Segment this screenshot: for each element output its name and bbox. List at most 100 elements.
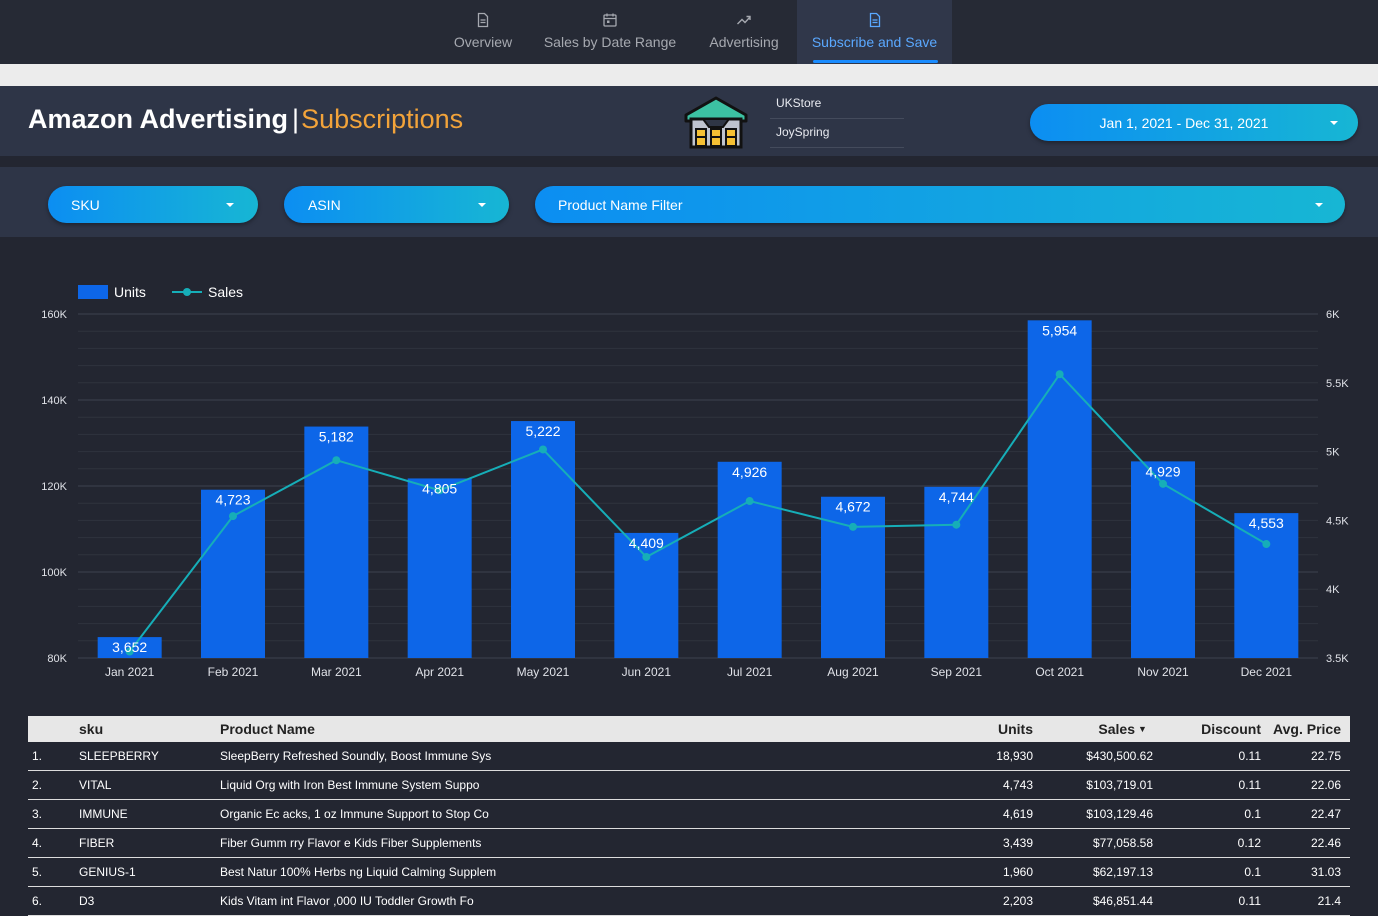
sales-line: [128, 372, 1267, 653]
x-axis-tick-label: Sep 2021: [931, 665, 983, 679]
x-axis-tick-label: Feb 2021: [208, 665, 259, 679]
sku-filter-dropdown[interactable]: SKU: [48, 186, 258, 223]
row-product-name: Fiber Gumm rry Flavor e Kids Fiber Suppl…: [220, 836, 482, 850]
units-data-label: 4,926: [732, 464, 767, 480]
row-sku: FIBER: [79, 836, 115, 850]
sales-point: [642, 552, 651, 561]
units-data-label: 4,723: [215, 492, 250, 508]
tab-advertising[interactable]: Advertising: [694, 0, 794, 64]
column-header-product-name[interactable]: Product Name: [220, 721, 315, 737]
row-discount: 0.11: [1238, 749, 1261, 763]
column-header-sales[interactable]: Sales: [1098, 721, 1135, 737]
row-units: 4,743: [1002, 778, 1033, 792]
row-avg-price: 22.06: [1310, 778, 1341, 792]
row-discount: 0.12: [1237, 836, 1261, 850]
sku-filter-label: SKU: [71, 196, 100, 213]
calendar-icon: [603, 13, 617, 27]
units-data-label: 4,553: [1249, 515, 1284, 531]
row-sku: D3: [79, 894, 95, 908]
sales-point: [745, 497, 754, 506]
table-body: 1. SLEEPBERRY SleepBerry Refreshed Soundly…: [28, 742, 1350, 916]
units-bar: [1131, 461, 1195, 658]
legend-sales-label: Sales: [208, 284, 243, 300]
sales-point: [849, 522, 857, 531]
row-product-name: Kids Vitam int Flavor ,000 IU Toddler Gr…: [220, 894, 474, 908]
x-axis-tick-label: Dec 2021: [1241, 665, 1293, 679]
units-data-label: 4,744: [939, 489, 974, 505]
x-axis-tick-label: Jan 2021: [105, 665, 155, 679]
table-row[interactable]: 4. FIBER Fiber Gumm rry Flavor e Kids Fibe…: [28, 829, 1350, 858]
x-axis-tick-label: Apr 2021: [415, 665, 464, 679]
date-range-picker[interactable]: Jan 1, 2021 - Dec 31, 2021: [1030, 104, 1358, 141]
sales-point: [1159, 479, 1167, 488]
units-data-label: 4,672: [835, 499, 870, 515]
x-axis-tick-label: Aug 2021: [827, 665, 879, 679]
active-tab-indicator: [813, 60, 938, 63]
units-bar: [924, 486, 989, 658]
row-discount: 0.11: [1238, 778, 1261, 792]
tab-overview[interactable]: Overview: [440, 0, 526, 64]
filter-bar: SKU ASIN Product Name Filter: [0, 167, 1378, 237]
chevron-down-icon: [1315, 202, 1323, 207]
document-icon: [477, 12, 489, 28]
units-bar: [511, 421, 575, 658]
column-header-discount[interactable]: Discount: [1201, 721, 1261, 737]
table-row[interactable]: 1. SLEEPBERRY SleepBerry Refreshed Soundly…: [28, 742, 1350, 771]
column-header-sku[interactable]: sku: [79, 721, 104, 737]
x-axis-tick-label: Jul 2021: [727, 665, 773, 679]
title-subtitle: Subscriptions: [301, 104, 464, 134]
separator-strip: [0, 64, 1378, 86]
units-sales-chart: 80K 100K 120K 140K 160K 3.5K 4K 4.5K 5K 5.5K 6K 3,6…: [0, 237, 1378, 707]
table-row[interactable]: 5. GENIUS-1 Best Natur 100% Herbs ng Liqui…: [28, 858, 1350, 887]
tab-subscribe-and-save[interactable]: Subscribe and Save: [797, 0, 952, 64]
report-header: Amazon Advertising |Subscriptions UKStore…: [0, 86, 1378, 156]
title-separator: |: [292, 104, 300, 134]
row-avg-price: 22.75: [1310, 749, 1341, 763]
units-data-label: 4,805: [422, 480, 457, 496]
left-axis-tick-label: 100K: [41, 567, 67, 579]
row-sales: $62,197.13: [1092, 865, 1153, 879]
units-data-label: 5,222: [525, 423, 560, 439]
units-bar: [407, 478, 472, 658]
row-index: 3.: [32, 807, 43, 821]
page-title: Amazon Advertising |Subscriptions: [28, 104, 463, 135]
left-axis-tick-label: 80K: [47, 653, 67, 665]
table-row[interactable]: 6. D3 Kids Vitam int Flavor ,000 IU Toddle…: [28, 887, 1350, 916]
table-row[interactable]: 2. VITAL Liquid Org with Iron Best Immune …: [28, 771, 1350, 800]
left-axis-tick-label: 120K: [41, 481, 67, 493]
legend-sales-marker: [183, 288, 191, 296]
right-axis-tick-label: 4.5K: [1326, 515, 1349, 527]
row-avg-price: 31.03: [1310, 865, 1341, 879]
store-label-primary: UKStore: [770, 90, 904, 119]
row-discount: 0.11: [1238, 894, 1261, 908]
asin-filter-label: ASIN: [308, 196, 341, 213]
right-axis-tick-label: 5.5K: [1326, 378, 1349, 390]
sort-descending-icon[interactable]: ▼: [1138, 724, 1147, 734]
asin-filter-dropdown[interactable]: ASIN: [284, 186, 509, 223]
row-sku: SLEEPBERRY: [79, 749, 159, 763]
store-label-secondary: JoySpring: [770, 119, 904, 148]
row-product-name: SleepBerry Refreshed Soundly, Boost Immu…: [220, 749, 492, 763]
row-discount: 0.1: [1244, 865, 1261, 879]
x-axis-tick-label: Oct 2021: [1035, 665, 1084, 679]
units-data-label: 4,409: [629, 535, 664, 551]
units-bar: [717, 461, 782, 658]
row-product-name: Best Natur 100% Herbs ng Liquid Calming …: [220, 865, 497, 879]
row-sales: $103,719.01: [1086, 778, 1153, 792]
row-units: 18,930: [996, 749, 1033, 763]
table-row[interactable]: 3. IMMUNE Organic Ec acks, 1 oz Immune Sup…: [28, 800, 1350, 829]
row-index: 2.: [32, 778, 43, 792]
date-range-value: Jan 1, 2021 - Dec 31, 2021: [1099, 114, 1269, 131]
tab-sales-by-date-range[interactable]: Sales by Date Range: [530, 0, 690, 64]
row-index: 5.: [32, 865, 43, 879]
column-header-units[interactable]: Units: [998, 721, 1033, 737]
column-header-avg-price[interactable]: Avg. Price: [1273, 721, 1341, 737]
sales-point: [125, 647, 134, 656]
x-axis-tick-label: Mar 2021: [311, 665, 362, 679]
sales-point: [539, 445, 547, 454]
chevron-down-icon: [478, 202, 486, 207]
product-name-filter-dropdown[interactable]: Product Name Filter: [535, 186, 1345, 223]
row-sales: $103,129.46: [1086, 807, 1153, 821]
legend-units-label: Units: [114, 284, 146, 300]
x-axis-tick-label: Nov 2021: [1137, 665, 1189, 679]
